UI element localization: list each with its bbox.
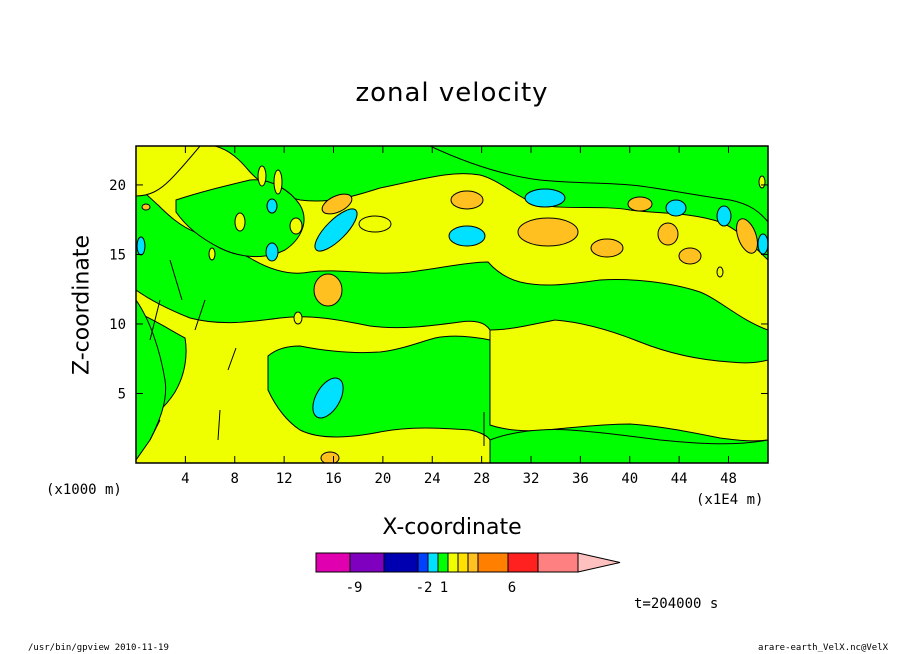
blob-yellow-8 xyxy=(716,266,724,278)
cell-orange-2 xyxy=(321,193,353,215)
colorbar-swatch xyxy=(437,552,449,573)
cell-orange-10 xyxy=(320,451,340,463)
colorbar-label: -9 xyxy=(346,580,363,596)
y-axis-label: Z-coordinate xyxy=(69,235,95,375)
colorbar-label: -2 xyxy=(416,580,433,596)
colorbar-swatch xyxy=(417,552,429,573)
cell-cyan-3 xyxy=(665,199,687,217)
y-tick-label: 5 xyxy=(118,386,126,402)
x-tick-label: 44 xyxy=(671,471,688,487)
colorbar: -9 -2 1 6 xyxy=(315,552,621,596)
blob-yellow-3 xyxy=(289,217,303,235)
chart-title: zonal velocity xyxy=(355,78,549,108)
blob-yellow-5 xyxy=(293,311,303,325)
x-tick-label: 8 xyxy=(231,471,239,487)
plot-frame xyxy=(135,145,769,464)
x-tick-label: 48 xyxy=(720,471,737,487)
colorbar-swatch xyxy=(315,552,351,573)
footer-left: /usr/bin/gpview 2010-11-19 xyxy=(28,643,169,653)
region-green-tongue xyxy=(429,146,768,223)
x-tick-label: 12 xyxy=(276,471,293,487)
blob-yellow-9 xyxy=(758,175,766,189)
cell-cyan-7 xyxy=(266,198,278,214)
colorbar-swatch xyxy=(383,552,419,573)
colorbar-swatch xyxy=(477,552,509,573)
x-axis-ticks: 4 8 12 16 20 24 28 32 36 40 44 48 xyxy=(181,146,737,487)
cell-cyan-upper xyxy=(314,208,358,252)
cell-cyan-lower xyxy=(312,377,344,419)
blob-yellow-6 xyxy=(234,212,246,232)
x-axis-label: X-coordinate xyxy=(382,515,522,540)
cell-cyan-8 xyxy=(136,236,146,256)
colorbar-swatch xyxy=(349,552,385,573)
y-axis-ticks: 5 10 15 20 xyxy=(109,178,768,402)
blob-yellow-4 xyxy=(358,215,392,233)
x-tick-label: 16 xyxy=(325,471,342,487)
colorbar-label: 6 xyxy=(508,580,516,596)
colorbar-label: 1 xyxy=(440,580,448,596)
cell-cyan-4 xyxy=(716,205,732,227)
colorbar-arrow xyxy=(577,552,621,573)
cell-orange-3 xyxy=(450,190,484,210)
colorbar-swatch xyxy=(507,552,539,573)
region-yellow-left-top xyxy=(136,146,201,197)
colorbar-swatch xyxy=(467,552,479,573)
cell-cyan-6 xyxy=(265,242,279,262)
blob-yellow-7 xyxy=(208,247,216,261)
cell-cyan-1 xyxy=(448,225,486,247)
y-axis-unit: (x1000 m) xyxy=(46,482,122,498)
x-tick-label: 36 xyxy=(572,471,589,487)
cell-orange-6 xyxy=(627,196,653,212)
y-tick-label: 20 xyxy=(109,178,126,194)
cell-orange-1 xyxy=(313,273,343,307)
cell-orange-9 xyxy=(736,218,758,254)
cell-orange-7 xyxy=(657,222,679,246)
x-tick-label: 32 xyxy=(523,471,540,487)
x-tick-label: 24 xyxy=(424,471,441,487)
colorbar-swatch xyxy=(427,552,439,573)
cell-orange-8 xyxy=(678,247,702,265)
x-tick-label: 20 xyxy=(374,471,391,487)
region-yellow-right xyxy=(489,319,768,442)
colorbar-swatch xyxy=(447,552,459,573)
contour-field xyxy=(136,146,768,463)
cell-cyan-5 xyxy=(757,233,768,255)
y-tick-label: 15 xyxy=(109,247,126,263)
cell-orange-5 xyxy=(590,238,624,258)
blob-yellow-2 xyxy=(273,169,283,195)
x-tick-label: 40 xyxy=(621,471,638,487)
y-tick-label: 10 xyxy=(109,317,126,333)
blob-yellow-1 xyxy=(257,165,267,187)
cell-orange-4 xyxy=(517,217,579,247)
region-green-bottom-right xyxy=(489,429,768,463)
cell-orange-11 xyxy=(141,203,151,211)
colorbar-swatch xyxy=(537,552,579,573)
cell-cyan-2 xyxy=(524,188,566,208)
footer-right: arare-earth_VelX.nc@VelX xyxy=(758,643,889,653)
x-tick-label: 4 xyxy=(181,471,189,487)
time-label: t=204000 s xyxy=(634,596,719,612)
colorbar-swatch xyxy=(457,552,469,573)
x-tick-label: 28 xyxy=(473,471,490,487)
streaks-left xyxy=(149,259,237,441)
x-axis-unit: (x1E4 m) xyxy=(696,492,764,508)
